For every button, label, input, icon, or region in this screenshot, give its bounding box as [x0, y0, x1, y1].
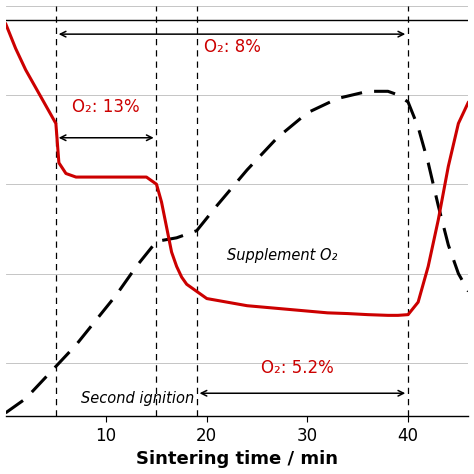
Text: O₂: 5.2%: O₂: 5.2% [261, 359, 334, 377]
Text: Second ignition: Second ignition [81, 391, 194, 406]
Text: Supplement O₂: Supplement O₂ [227, 248, 337, 263]
Text: O₂: 8%: O₂: 8% [203, 37, 260, 55]
X-axis label: Sintering time / min: Sintering time / min [136, 450, 338, 468]
Text: O₂: 13%: O₂: 13% [73, 98, 140, 116]
Legend:  [456, 7, 467, 18]
